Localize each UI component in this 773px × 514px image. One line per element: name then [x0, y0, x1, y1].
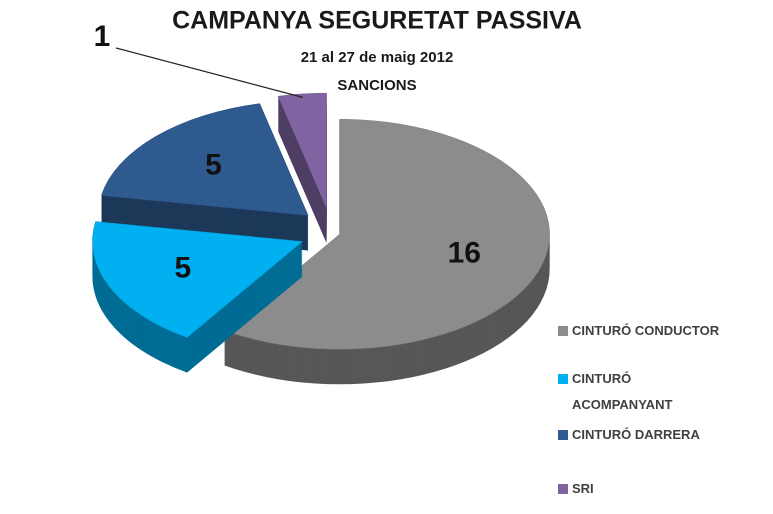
data-label: 16 — [448, 237, 481, 270]
chart-subtitle: 21 al 27 de maig 2012 — [301, 49, 454, 66]
slice — [92, 221, 304, 338]
legend-swatch — [558, 374, 568, 384]
slice — [101, 103, 309, 216]
legend-swatch — [558, 484, 568, 494]
data-label: 5 — [175, 252, 192, 285]
legend-swatch — [558, 430, 568, 440]
legend-label: CINTURÓ DARRERA — [572, 427, 700, 442]
data-label: 5 — [205, 149, 222, 182]
chart-subtitle: SANCIONS — [337, 77, 416, 94]
legend-label: SRI — [572, 481, 594, 496]
data-label: 1 — [94, 20, 111, 53]
legend-swatch — [558, 326, 568, 336]
slice — [223, 119, 550, 350]
slice — [277, 92, 327, 209]
leader-line — [115, 47, 304, 98]
chart-title: CAMPANYA SEGURETAT PASSIVA — [172, 7, 582, 35]
legend-label: CINTURÓ ACOMPANYANT — [572, 371, 673, 412]
legend-label: CINTURÓ CONDUCTOR — [572, 323, 720, 338]
